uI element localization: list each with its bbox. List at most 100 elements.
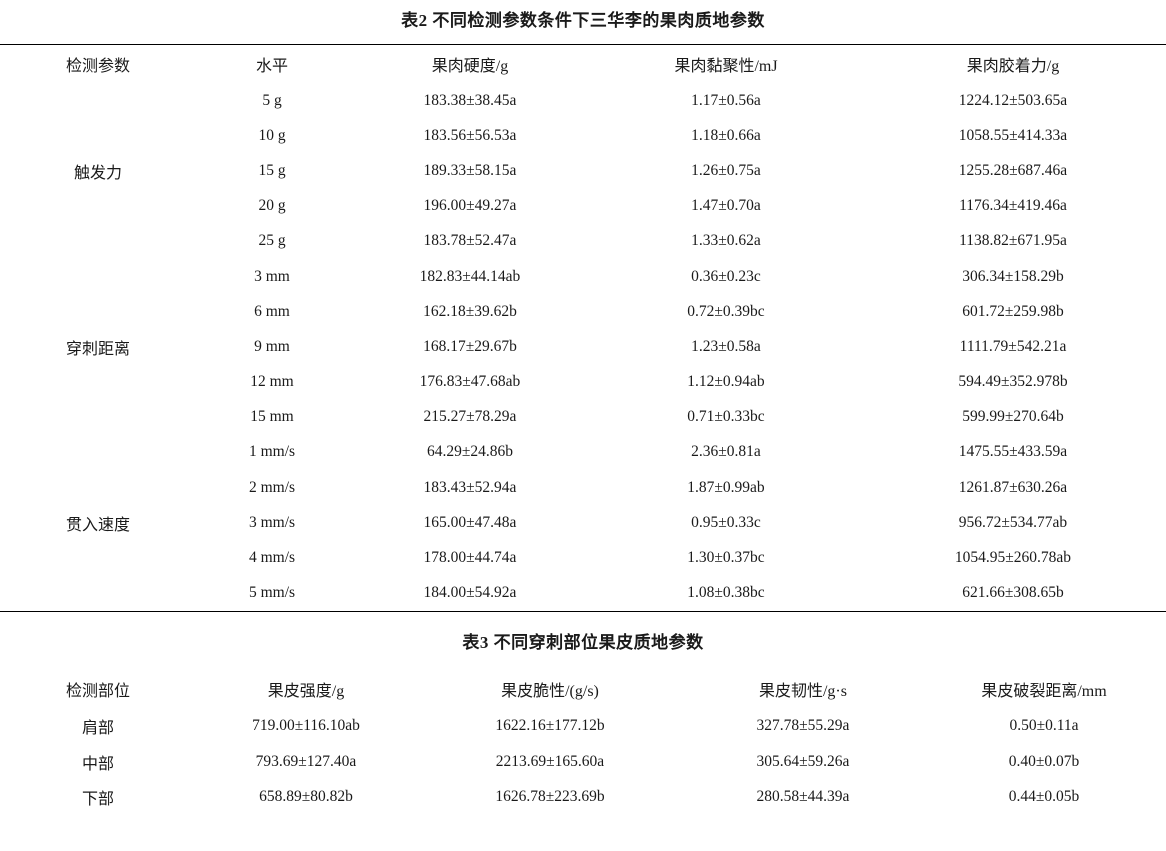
table3-cell-toughness: 305.64±59.26a bbox=[756, 752, 850, 770]
table2-col-header-0: 检测参数 bbox=[65, 58, 130, 75]
table2-cell-level: 3 mm bbox=[254, 267, 290, 285]
table2-cell-level: 9 mm bbox=[254, 337, 290, 355]
table-row: 触发力 5 g 183.38±38.45a 1.17±0.56a 1224.12… bbox=[0, 83, 1166, 182]
table2-cell-hardness: 183.56±56.53a bbox=[423, 126, 517, 144]
table2-cell-gumminess: 1058.55±414.33a bbox=[958, 126, 1068, 144]
table2-col-header-2: 果肉硬度/g bbox=[431, 58, 509, 75]
table2-cell-gumminess: 1111.79±542.21a bbox=[959, 337, 1067, 355]
table3-cell-crispness: 1622.16±177.12b bbox=[495, 717, 605, 735]
table2-cell-level: 10 g bbox=[258, 126, 286, 144]
table2-cell-level: 20 g bbox=[258, 197, 286, 215]
table2-cell-hardness: 168.17±29.67b bbox=[423, 337, 517, 355]
table2-cell-cohesiveness: 0.72±0.39bc bbox=[687, 302, 765, 320]
table3-cell-rupture: 0.44±0.05b bbox=[1008, 788, 1080, 806]
table2-cell-level: 1 mm/s bbox=[248, 443, 296, 461]
table2-header: 检测参数 水平 果肉硬度/g 果肉黏聚性/mJ 果肉胶着力/g bbox=[0, 44, 1166, 84]
table-row: 25 g 183.78±52.47a 1.33±0.62a 1138.82±67… bbox=[0, 224, 1166, 259]
table2-cell-gumminess: 621.66±308.65b bbox=[962, 584, 1064, 602]
table3-cell-toughness: 327.78±55.29a bbox=[756, 717, 850, 735]
table2-cell-gumminess: 306.34±158.29b bbox=[962, 267, 1064, 285]
table2-col-header-1: 水平 bbox=[255, 58, 288, 75]
table3-body: 肩部 719.00±116.10ab 1622.16±177.12b 327.7… bbox=[0, 709, 1166, 815]
table2-cell-level: 15 mm bbox=[250, 408, 294, 426]
table3-cell-strength: 719.00±116.10ab bbox=[252, 717, 360, 735]
table2-cell-gumminess: 1224.12±503.65a bbox=[958, 91, 1068, 109]
table-row: 中部 793.69±127.40a 2213.69±165.60a 305.64… bbox=[0, 744, 1166, 779]
table2-cell-cohesiveness: 2.36±0.81a bbox=[691, 443, 761, 461]
table2-cell-level: 6 mm bbox=[254, 302, 290, 320]
table3-peel-texture-parameters: 检测部位 果皮强度/g 果皮脆性/(g/s) 果皮韧性/g·s 果皮破裂距离/m… bbox=[0, 669, 1166, 815]
table2-cell-cohesiveness: 1.12±0.94ab bbox=[687, 373, 765, 391]
table2-cell-cohesiveness: 1.30±0.37bc bbox=[687, 549, 765, 567]
table2-cell-gumminess: 956.72±534.77ab bbox=[958, 513, 1068, 531]
table2-caption: 表2 不同检测参数条件下三华李的果肉质地参数 bbox=[401, 11, 765, 30]
table2-cell-gumminess: 599.99±270.64b bbox=[962, 408, 1064, 426]
table3-header: 检测部位 果皮强度/g 果皮脆性/(g/s) 果皮韧性/g·s 果皮破裂距离/m… bbox=[0, 669, 1166, 709]
table2-cell-level: 4 mm/s bbox=[248, 549, 296, 567]
table2-cell-gumminess: 1176.34±419.46a bbox=[959, 197, 1067, 215]
table3-cell-crispness: 2213.69±165.60a bbox=[495, 752, 605, 770]
table2-cell-gumminess: 1475.55±433.59a bbox=[958, 443, 1068, 461]
table2-cell-gumminess: 1255.28±687.46a bbox=[958, 161, 1068, 179]
table2-group-2: 贯入速度 1 mm/s 64.29±24.86b 2.36±0.81a 1475… bbox=[0, 435, 1166, 612]
table-row: 4 mm/s 178.00±44.74a 1.30±0.37bc 1054.95… bbox=[0, 540, 1166, 575]
table2-cell-cohesiveness: 1.23±0.58a bbox=[691, 337, 761, 355]
table2-col-header-4: 果肉胶着力/g bbox=[966, 58, 1060, 75]
table2-cell-cohesiveness: 1.33±0.62a bbox=[691, 232, 761, 250]
table-row: 5 mm/s 184.00±54.92a 1.08±0.38bc 621.66±… bbox=[0, 576, 1166, 612]
table2-cell-gumminess: 1261.87±630.26a bbox=[958, 478, 1068, 496]
table2-cell-hardness: 184.00±54.92a bbox=[423, 584, 517, 602]
table2-cell-cohesiveness: 1.26±0.75a bbox=[691, 161, 761, 179]
table3-cell-toughness: 280.58±44.39a bbox=[756, 788, 850, 806]
table-row: 10 g 183.56±56.53a 1.18±0.66a 1058.55±41… bbox=[0, 118, 1166, 153]
table2-group-1: 穿刺距离 3 mm 182.83±44.14ab 0.36±0.23c 306.… bbox=[0, 259, 1166, 435]
table2-cell-cohesiveness: 1.17±0.56a bbox=[691, 91, 761, 109]
table2-cell-level: 25 g bbox=[258, 232, 286, 250]
table2-cell-hardness: 215.27±78.29a bbox=[423, 408, 517, 426]
table3-cell-strength: 658.89±80.82b bbox=[259, 788, 353, 806]
table-row: 3 mm/s 165.00±47.48a 0.95±0.33c 956.72±5… bbox=[0, 505, 1166, 540]
table2-pulp-texture-parameters: 检测参数 水平 果肉硬度/g 果肉黏聚性/mJ 果肉胶着力/g 触发力 5 g … bbox=[0, 44, 1166, 612]
table2-cell-hardness: 183.38±38.45a bbox=[423, 91, 517, 109]
table2-group-label-1: 穿刺距离 bbox=[65, 340, 130, 358]
table2-cell-hardness: 183.78±52.47a bbox=[423, 232, 517, 250]
table2-cell-cohesiveness: 1.08±0.38bc bbox=[687, 584, 765, 602]
table-row: 2 mm/s 183.43±52.94a 1.87±0.99ab 1261.87… bbox=[0, 470, 1166, 505]
table2-cell-level: 5 mm/s bbox=[248, 584, 296, 602]
table2-cell-cohesiveness: 1.47±0.70a bbox=[691, 197, 761, 215]
table2-cell-hardness: 182.83±44.14ab bbox=[419, 267, 521, 285]
table2-header-row: 检测参数 水平 果肉硬度/g 果肉黏聚性/mJ 果肉胶着力/g bbox=[0, 44, 1166, 84]
table2-cell-hardness: 196.00±49.27a bbox=[423, 197, 517, 215]
table2-cell-gumminess: 601.72±259.98b bbox=[962, 302, 1064, 320]
table2-cell-hardness: 178.00±44.74a bbox=[423, 549, 517, 567]
table2-cell-hardness: 189.33±58.15a bbox=[423, 161, 517, 179]
table2-cell-cohesiveness: 0.71±0.33bc bbox=[687, 408, 765, 426]
table2-cell-gumminess: 1054.95±260.78ab bbox=[954, 549, 1072, 567]
table2-col-header-3: 果肉黏聚性/mJ bbox=[674, 58, 778, 75]
table2-cell-cohesiveness: 0.36±0.23c bbox=[691, 267, 761, 285]
table2-cell-hardness: 165.00±47.48a bbox=[423, 513, 517, 531]
table2-cell-hardness: 183.43±52.94a bbox=[423, 478, 517, 496]
table2-group-0: 触发力 5 g 183.38±38.45a 1.17±0.56a 1224.12… bbox=[0, 83, 1166, 259]
table3-cell-site: 肩部 bbox=[81, 720, 114, 738]
table-row: 9 mm 168.17±29.67b 1.23±0.58a 1111.79±54… bbox=[0, 329, 1166, 364]
table2-group-label-0: 触发力 bbox=[73, 164, 122, 182]
table-row: 下部 658.89±80.82b 1626.78±223.69b 280.58±… bbox=[0, 779, 1166, 814]
table-row: 20 g 196.00±49.27a 1.47±0.70a 1176.34±41… bbox=[0, 189, 1166, 224]
table2-cell-gumminess: 1138.82±671.95a bbox=[959, 232, 1067, 250]
table3-col-header-2: 果皮脆性/(g/s) bbox=[501, 682, 599, 700]
table-row: 15 mm 215.27±78.29a 0.71±0.33bc 599.99±2… bbox=[0, 400, 1166, 435]
table-row: 肩部 719.00±116.10ab 1622.16±177.12b 327.7… bbox=[0, 709, 1166, 744]
table2-cell-level: 5 g bbox=[262, 91, 282, 109]
table3-col-header-4: 果皮破裂距离/mm bbox=[981, 682, 1107, 700]
table-row: 15 g 189.33±58.15a 1.26±0.75a 1255.28±68… bbox=[0, 153, 1166, 188]
table2-cell-level: 12 mm bbox=[250, 373, 294, 391]
table-row: 12 mm 176.83±47.68ab 1.12±0.94ab 594.49±… bbox=[0, 365, 1166, 400]
table-row: 贯入速度 1 mm/s 64.29±24.86b 2.36±0.81a 1475… bbox=[0, 435, 1166, 533]
table3-header-row: 检测部位 果皮强度/g 果皮脆性/(g/s) 果皮韧性/g·s 果皮破裂距离/m… bbox=[0, 669, 1166, 709]
table-row: 穿刺距离 3 mm 182.83±44.14ab 0.36±0.23c 306.… bbox=[0, 259, 1166, 358]
table2-cell-level: 3 mm/s bbox=[248, 513, 296, 531]
table2-cell-level: 2 mm/s bbox=[248, 478, 296, 496]
table3-col-header-3: 果皮韧性/g·s bbox=[758, 682, 847, 700]
